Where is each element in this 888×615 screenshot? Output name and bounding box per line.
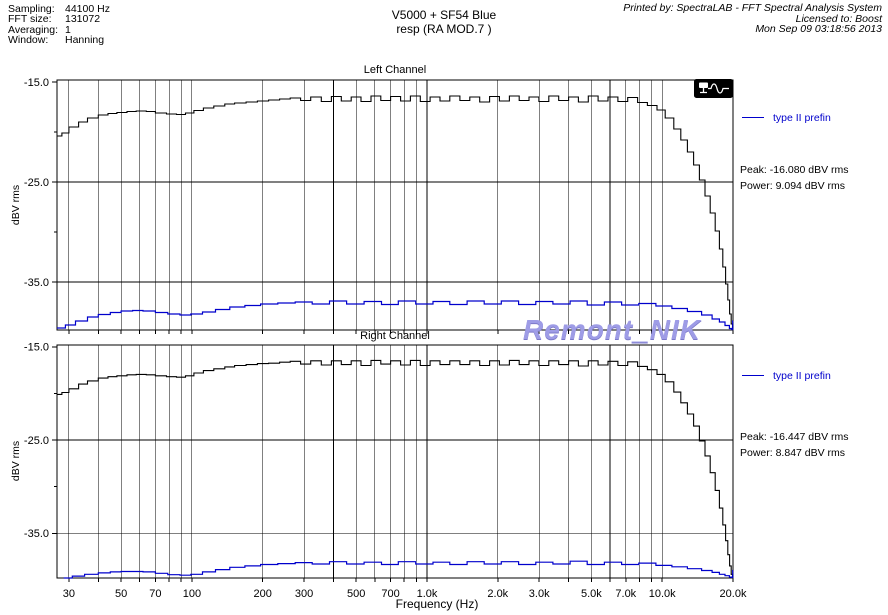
grid-lines xyxy=(57,345,734,578)
param-value: 1 xyxy=(65,23,71,36)
param-label: Averaging: xyxy=(8,23,59,36)
param-row: Window: Hanning xyxy=(8,34,110,47)
y-tick-label: -15.0 xyxy=(24,77,49,89)
report-title: V5000 + SF54 Blue resp (RA MOD.7 ) xyxy=(294,8,594,36)
param-row: Averaging: 1 xyxy=(8,23,110,36)
right-channel-peak-value: Peak: -16.447 dBV rms xyxy=(740,431,849,443)
param-row: FFT size: 131072 xyxy=(8,13,110,26)
right-channel-y-axis-label: dBV rms xyxy=(10,440,22,482)
x-tick-label: 3.0k xyxy=(529,588,550,600)
right-channel-power-value: Power: 8.847 dBV rms xyxy=(740,447,846,459)
watermark-text: Remont_NIK xyxy=(523,314,702,345)
legend-label: type II prefin xyxy=(773,370,831,382)
plot-frame xyxy=(56,79,734,331)
printed-by-text: Printed by: SpectraLAB - FFT Spectral An… xyxy=(623,2,882,14)
x-tick-label: 500 xyxy=(347,588,365,600)
right-channel-legend: type II prefin xyxy=(742,370,831,383)
left-channel-peak-value: Peak: -16.080 dBV rms xyxy=(740,164,849,176)
x-tick-label: 5.0k xyxy=(581,588,602,600)
y-axis-ticks xyxy=(52,81,57,283)
y-axis-ticks xyxy=(52,346,57,534)
report-title-line1: V5000 + SF54 Blue xyxy=(391,8,497,22)
y-tick-label: -25.0 xyxy=(24,435,49,447)
waveform-logo-icon xyxy=(694,79,733,98)
param-value: 44100 Hz xyxy=(65,3,110,15)
x-tick-label: 10.0k xyxy=(649,588,676,600)
plot-frame xyxy=(56,344,734,579)
x-tick-label: 30 xyxy=(63,588,75,600)
series-line-type-II-prefin xyxy=(57,300,734,331)
report-title-line2: resp (RA MOD.7 ) xyxy=(396,21,492,36)
x-tick-label: 1.0k xyxy=(417,588,438,600)
analysis-parameters: Sampling: 44100 Hz FFT size: 131072 Averag… xyxy=(8,4,110,46)
left-channel-legend: type II prefin xyxy=(742,112,831,125)
left-channel-y-axis-label: dBV rms xyxy=(10,184,22,226)
grid-lines xyxy=(57,80,734,330)
y-tick-label: -35.0 xyxy=(24,277,49,289)
x-tick-label: 20.0k xyxy=(720,588,747,600)
param-label: FFT size: xyxy=(8,13,52,26)
legend-label: type II prefin xyxy=(773,112,831,124)
x-tick-label: 7.0k xyxy=(615,588,636,600)
series-line-type-II-prefin xyxy=(63,560,734,579)
plot-right-channel: -15.0 -25.0 -35.0 30 50 70 100 200 300 500 700 1.0k… xyxy=(24,342,747,600)
x-tick-label: 700 xyxy=(381,588,399,600)
print-info: Printed by: SpectraLAB - FFT Spectral An… xyxy=(623,3,882,35)
x-tick-label: 50 xyxy=(115,588,127,600)
y-tick-label: -35.0 xyxy=(24,528,49,540)
print-datetime: Mon Sep 09 03:18:56 2013 xyxy=(755,23,882,36)
param-row: Sampling: 44100 Hz xyxy=(8,3,110,15)
y-tick-label: -25.0 xyxy=(24,177,49,189)
y-tick-label: -15.0 xyxy=(24,342,49,354)
x-axis-label: Frequency (Hz) xyxy=(395,597,479,611)
x-tick-label: 200 xyxy=(254,588,272,600)
param-value: Hanning xyxy=(65,34,105,47)
plot-left-channel: -15.0 -25.0 -35.0 xyxy=(24,77,734,334)
param-label: Window: xyxy=(8,34,49,47)
x-tick-label: 70 xyxy=(149,588,161,600)
param-label: Sampling: xyxy=(8,3,55,15)
x-tick-label: 300 xyxy=(295,588,313,600)
licensed-to-text: Licensed to: Boost xyxy=(795,12,882,25)
x-axis-ticks xyxy=(68,330,734,334)
right-channel-title: Right Channel xyxy=(360,330,430,342)
series-line-frequency-response xyxy=(57,359,734,578)
left-channel-title: Left Channel xyxy=(363,64,427,76)
legend-line-swatch xyxy=(742,375,764,376)
x-axis-ticks xyxy=(68,578,734,582)
left-channel-power-value: Power: 9.094 dBV rms xyxy=(740,180,846,192)
x-tick-label: 2.0k xyxy=(487,588,508,600)
legend-line-swatch xyxy=(742,117,764,118)
param-value: 131072 xyxy=(65,13,101,26)
x-tick-label: 100 xyxy=(183,588,201,600)
series-line-frequency-response xyxy=(57,95,734,329)
